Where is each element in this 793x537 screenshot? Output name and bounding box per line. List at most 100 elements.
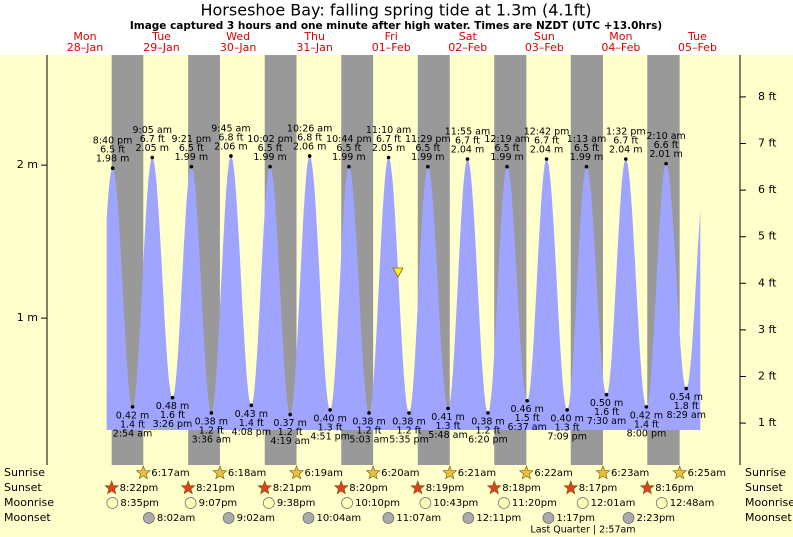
extreme-label: 2:54 am xyxy=(113,428,152,439)
extreme-dot xyxy=(367,411,371,415)
extreme-label: 6.5 ft xyxy=(179,143,204,154)
extreme-label: 1.98 m xyxy=(96,154,129,165)
sunset-icon xyxy=(104,480,120,495)
extreme-label: 1.3 ft xyxy=(435,421,460,432)
extreme-dot xyxy=(130,405,135,409)
extreme-dot xyxy=(465,157,470,161)
row-time: 12:11pm xyxy=(476,513,521,524)
extreme-label: 1.2 ft xyxy=(397,425,422,436)
row-time: 2:23pm xyxy=(637,513,676,524)
moonrise-icon xyxy=(576,497,589,509)
moon-phase: Last Quarter | 2:57am xyxy=(530,525,635,536)
extreme-label: 0.38 m xyxy=(392,416,425,427)
row-time: 12:01am xyxy=(591,498,636,509)
y2-tick-label: 6 ft xyxy=(758,183,777,196)
extreme-label: 1.2 ft xyxy=(357,425,382,436)
sunset-icon xyxy=(563,480,579,495)
extreme-label: 6.5 ft xyxy=(258,143,283,154)
extreme-dot xyxy=(684,386,689,391)
row-label: Moonrise xyxy=(745,496,793,509)
extreme-label: 4:51 pm xyxy=(310,431,350,442)
extreme-label: 4:19 am xyxy=(270,436,309,447)
extreme-dot xyxy=(505,164,509,169)
extreme-label: 4:08 pm xyxy=(231,427,271,438)
extreme-label: 10:02 pm xyxy=(247,134,293,145)
moonset-icon xyxy=(382,512,395,524)
row-time: 8:22pm xyxy=(120,483,159,494)
row-time: 6:19am xyxy=(305,468,343,479)
extreme-label: 8:29 am xyxy=(667,410,706,421)
extreme-label: 2.06 m xyxy=(214,141,247,152)
extreme-dot xyxy=(288,412,292,417)
row-time: 6:17am xyxy=(151,468,189,479)
extreme-dot xyxy=(664,161,668,166)
row-label: Sunrise xyxy=(745,466,786,479)
extreme-label: 2.05 m xyxy=(136,143,169,154)
sunset-icon xyxy=(257,480,273,495)
sunrise-icon xyxy=(289,465,305,480)
extreme-dot xyxy=(307,154,312,158)
extreme-label: 6.7 ft xyxy=(613,136,638,147)
extreme-label: 11:55 am xyxy=(445,127,490,138)
extreme-dot xyxy=(486,411,490,415)
extreme-label: 6.5 ft xyxy=(336,143,361,154)
day-date: 29–Jan xyxy=(143,41,179,54)
extreme-label: 1:32 pm xyxy=(606,127,646,138)
row-time: 12:48am xyxy=(670,498,715,509)
y2-tick-label: 8 ft xyxy=(758,90,777,103)
extreme-label: 9:21 pm xyxy=(172,134,212,145)
row-time: 8:21pm xyxy=(196,483,235,494)
extreme-dot xyxy=(644,405,649,409)
sunrise-icon xyxy=(442,465,458,480)
extreme-dot xyxy=(386,155,391,160)
extreme-dot xyxy=(249,403,254,408)
row-label: Moonset xyxy=(745,511,792,524)
extreme-label: 9:45 am xyxy=(211,123,250,134)
sunrise-icon xyxy=(672,465,688,480)
sunset-icon xyxy=(410,480,426,495)
extreme-label: 0.46 m xyxy=(510,404,543,415)
moonset-icon xyxy=(302,512,315,524)
sunrise-icon xyxy=(212,465,228,480)
extreme-label: 9:05 am xyxy=(133,125,172,136)
extreme-label: 6.5 ft xyxy=(574,143,599,154)
day-name: Mon xyxy=(609,30,632,43)
extreme-label: 1:13 am xyxy=(567,134,606,145)
extreme-label: 6.5 ft xyxy=(495,143,520,154)
extreme-label: 2:10 am xyxy=(646,131,685,142)
extreme-label: 0.42 m xyxy=(116,410,149,421)
extreme-label: 1.3 ft xyxy=(318,422,343,433)
extreme-label: 1.99 m xyxy=(490,152,523,163)
day-name: Sun xyxy=(534,30,555,43)
extreme-label: 2.04 m xyxy=(609,145,642,156)
row-time: 8:21pm xyxy=(273,483,312,494)
extreme-dot xyxy=(347,164,351,169)
row-time: 6:25am xyxy=(688,468,726,479)
day-date: 31–Jan xyxy=(296,41,332,54)
current-time-marker xyxy=(392,267,404,278)
day-date: 03–Feb xyxy=(525,41,564,54)
row-label: Sunset xyxy=(745,481,783,494)
moonset-icon xyxy=(143,512,155,524)
extreme-label: 0.37 m xyxy=(273,418,306,429)
day-name: Wed xyxy=(226,30,250,43)
extreme-dot xyxy=(268,164,272,169)
moonset-icon xyxy=(462,512,475,524)
extreme-label: 1.2 ft xyxy=(475,425,500,436)
y-tick-label: 2 m xyxy=(17,158,38,171)
extreme-label: 0.40 m xyxy=(550,413,583,424)
row-time: 8:16pm xyxy=(655,483,694,494)
extreme-label: 1.99 m xyxy=(570,152,603,163)
row-label: Moonset xyxy=(4,511,51,524)
day-date: 28–Jan xyxy=(67,41,103,54)
y2-tick-label: 1 ft xyxy=(758,416,777,429)
extreme-dot xyxy=(328,408,332,412)
sunrise-icon xyxy=(518,465,534,480)
extreme-label: 1.4 ft xyxy=(634,419,659,430)
extreme-label: 2.01 m xyxy=(649,149,682,160)
day-name: Sat xyxy=(459,30,478,43)
day-date: 01–Feb xyxy=(372,41,411,54)
row-time: 8:35pm xyxy=(120,498,159,509)
